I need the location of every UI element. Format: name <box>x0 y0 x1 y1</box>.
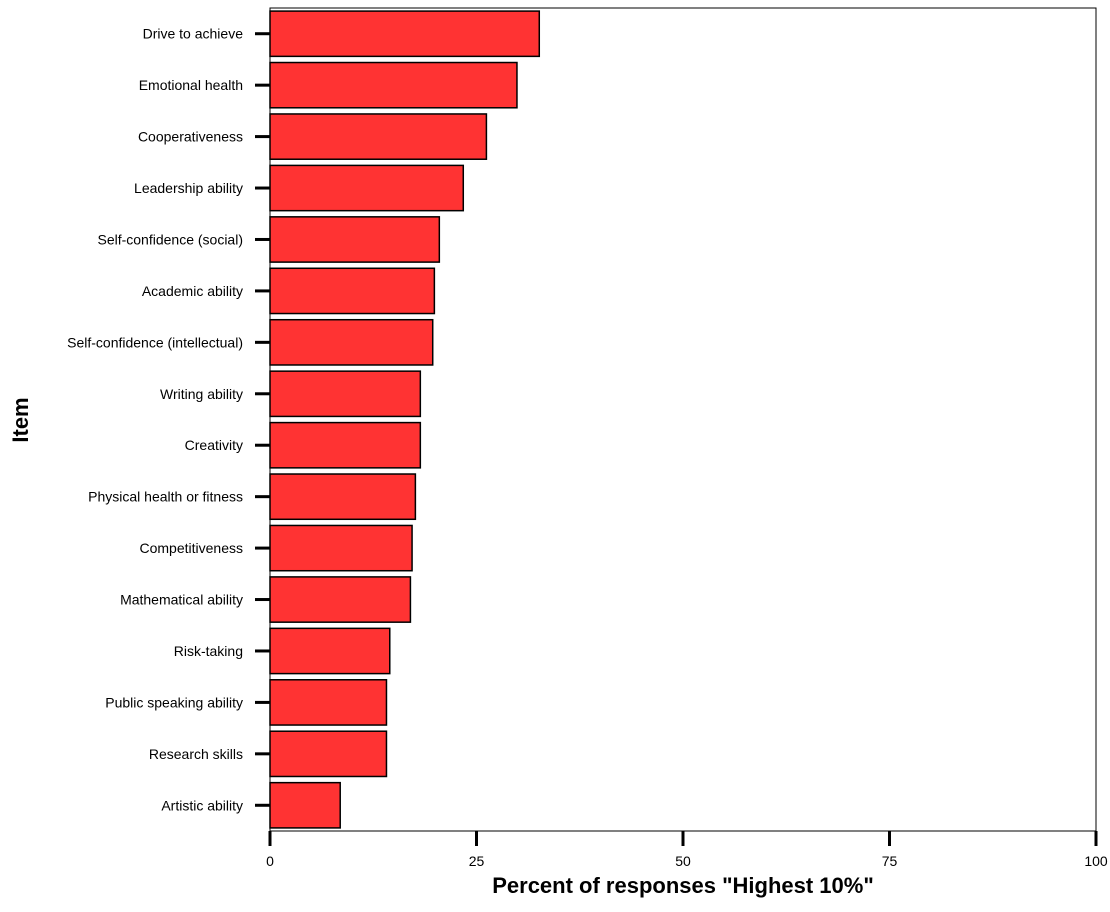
bar <box>269 730 388 778</box>
y-tick-label: Leadership ability <box>134 180 243 196</box>
y-tick-label: Research skills <box>149 746 243 762</box>
bar <box>269 61 518 109</box>
y-tick-label: Self-confidence (intellectual) <box>67 334 243 350</box>
y-axis-ticks: Drive to achieve Emotional health Cooperat… <box>67 26 270 813</box>
x-tick-label: 100 <box>1084 853 1108 869</box>
bar <box>269 473 417 521</box>
x-tick-label: 50 <box>675 853 691 869</box>
bar <box>269 10 541 58</box>
y-tick-label: Public speaking ability <box>105 694 243 710</box>
bar <box>269 421 422 469</box>
y-tick-label: Physical health or fitness <box>88 489 243 505</box>
x-tick-label: 75 <box>882 853 898 869</box>
x-tick-label: 25 <box>469 853 485 869</box>
y-tick-label: Cooperativeness <box>138 129 243 145</box>
bar <box>269 267 436 315</box>
x-tick-label: 0 <box>266 853 274 869</box>
y-tick-label: Drive to achieve <box>143 26 244 42</box>
bar <box>269 370 422 418</box>
bar <box>269 216 441 263</box>
bar <box>269 113 488 160</box>
y-tick-label: Mathematical ability <box>120 592 243 608</box>
bars-group <box>269 10 541 829</box>
bar <box>269 524 413 572</box>
y-tick-label: Creativity <box>185 437 243 453</box>
y-axis-title: Item <box>8 397 33 442</box>
bar <box>269 576 412 623</box>
bar <box>269 679 388 726</box>
y-tick-label: Writing ability <box>160 386 243 402</box>
y-tick-label: Competitiveness <box>140 540 244 556</box>
bar <box>269 164 465 212</box>
x-axis-ticks: 0 25 50 75 100 <box>266 831 1108 869</box>
y-tick-label: Emotional health <box>139 77 243 93</box>
y-tick-label: Academic ability <box>142 283 243 299</box>
y-tick-label: Self-confidence (social) <box>97 231 243 247</box>
bar <box>269 318 434 366</box>
bar <box>269 781 341 829</box>
x-axis-title: Percent of responses "Highest 10%" <box>492 873 874 898</box>
bar <box>269 627 391 675</box>
y-tick-label: Artistic ability <box>161 797 243 813</box>
y-tick-label: Risk-taking <box>174 643 243 659</box>
